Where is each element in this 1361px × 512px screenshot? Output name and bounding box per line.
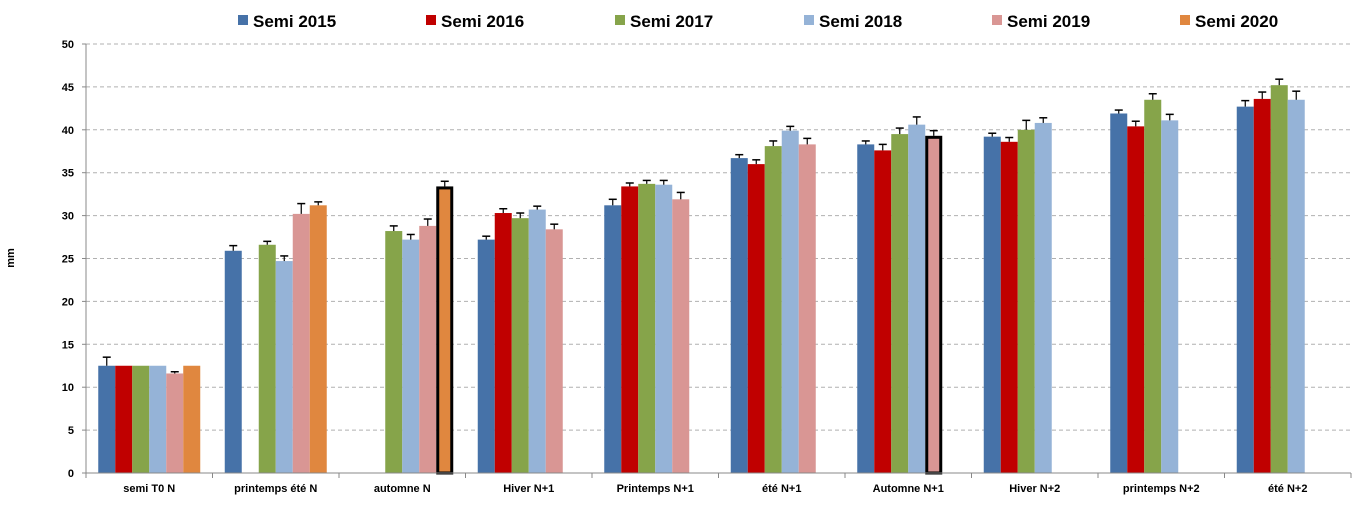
x-tick-label: Hiver N+1 <box>503 483 554 495</box>
bar <box>747 164 765 473</box>
bar <box>132 365 150 473</box>
legend-label: Semi 2015 <box>253 12 336 31</box>
x-tick-label: automne N <box>374 483 431 495</box>
x-tick-label: Hiver N+2 <box>1009 483 1060 495</box>
bar <box>672 199 690 473</box>
bar <box>857 144 875 474</box>
bar <box>764 146 782 474</box>
y-tick-label: 25 <box>62 254 74 266</box>
bar <box>436 186 454 475</box>
bar <box>494 213 512 473</box>
bar <box>891 134 909 473</box>
x-tick-label: semi T0 N <box>123 483 175 495</box>
bar <box>1127 126 1145 474</box>
bar <box>1287 99 1305 474</box>
legend-swatch <box>615 15 625 25</box>
bar <box>983 136 1001 473</box>
x-tick-label: été N+1 <box>762 483 801 495</box>
bar <box>528 209 546 473</box>
bar <box>545 229 563 473</box>
bar <box>1236 106 1254 473</box>
x-tick-label: Printemps N+1 <box>617 483 694 495</box>
legend-swatch <box>804 15 814 25</box>
bar <box>1017 129 1035 474</box>
y-tick-label: 0 <box>68 468 74 480</box>
bar <box>115 365 133 473</box>
legend-swatch <box>426 15 436 25</box>
legend-label: Semi 2019 <box>1007 12 1090 31</box>
y-tick-label: 15 <box>62 339 74 351</box>
legend-swatch <box>1180 15 1190 25</box>
legend-label: Semi 2017 <box>630 12 713 31</box>
bar <box>183 365 201 473</box>
bar <box>477 239 495 473</box>
bar <box>1034 122 1052 473</box>
bar <box>1144 99 1162 474</box>
legend-label: Semi 2018 <box>819 12 902 31</box>
bar <box>1161 120 1179 473</box>
legend: Semi 2015 Semi 2016 Semi 2017 Semi 2018 Semi… <box>238 12 1278 31</box>
legend-label: Semi 2020 <box>1195 12 1278 31</box>
bar <box>874 150 892 473</box>
legend-label: Semi 2016 <box>441 12 524 31</box>
bars <box>98 78 1305 475</box>
y-tick-label: 50 <box>62 39 74 51</box>
legend-swatch <box>992 15 1002 25</box>
y-tick-label: 35 <box>62 168 74 180</box>
bar <box>511 218 529 473</box>
bar <box>402 239 420 473</box>
bar <box>166 373 184 473</box>
y-tick-label: 45 <box>62 82 74 94</box>
bar <box>908 124 926 473</box>
bar <box>419 225 437 473</box>
bar <box>149 365 167 473</box>
bar <box>621 186 639 474</box>
axes: 0 5 10 15 20 25 30 35 40 45 50 semi T0 N printemps é… <box>62 39 1352 495</box>
y-tick-label: 5 <box>68 425 74 437</box>
y-tick-label: 20 <box>62 296 74 308</box>
bar <box>224 250 242 473</box>
x-tick-label: printemps N+2 <box>1123 483 1200 495</box>
bar <box>292 213 310 473</box>
bar <box>781 130 799 473</box>
y-tick-label: 30 <box>62 211 74 223</box>
bar <box>309 205 327 473</box>
y-tick-label: 40 <box>62 125 74 137</box>
bar <box>1253 98 1271 474</box>
x-tick-label: printemps été N <box>234 483 317 495</box>
bar <box>275 261 293 473</box>
y-axis-label: mm <box>5 248 17 268</box>
bar <box>925 135 943 475</box>
legend-swatch <box>238 15 248 25</box>
bar <box>1000 141 1018 473</box>
x-tick-label: Automne N+1 <box>873 483 944 495</box>
bar <box>730 158 748 473</box>
bar <box>1110 113 1128 474</box>
bar <box>798 144 816 474</box>
bar <box>1270 85 1288 474</box>
bar <box>98 365 116 473</box>
bar <box>258 244 276 473</box>
bar <box>638 183 656 473</box>
bar <box>655 184 673 473</box>
y-tick-label: 10 <box>62 382 74 394</box>
bar <box>385 231 403 473</box>
bar <box>604 205 622 473</box>
x-tick-label: été N+2 <box>1268 483 1307 495</box>
